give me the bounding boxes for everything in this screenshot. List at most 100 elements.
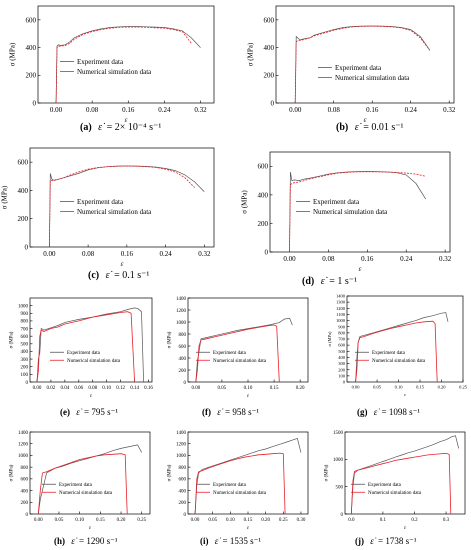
x-axis-label-f: ε (247, 394, 249, 399)
y-tick-label-f-5: 1000 (176, 321, 187, 326)
caption-e: (e) ε̇ = 795 s⁻¹ (60, 407, 118, 418)
y-tick-label-b-1: 200 (264, 72, 275, 80)
y-tick-label-g-7: 700 (338, 337, 346, 342)
y-tick-label-g-2: 200 (338, 367, 346, 372)
series-line-g-simulation (355, 320, 438, 383)
x-tick-label-h-1: 0.05 (55, 518, 64, 523)
series-line-b-simulation (294, 25, 431, 104)
y-tick-label-f-1: 200 (179, 369, 187, 374)
y-axis-label-e: σ (MPa) (10, 331, 15, 348)
x-tick-label-b-1: 0.08 (328, 106, 341, 114)
y-tick-label-h-6: 1200 (18, 442, 29, 447)
caption-rate-symbol-c: ε̇ (105, 270, 110, 281)
x-tick-label-h-4: 0.20 (117, 518, 126, 523)
x-axis-label-d: ε (359, 265, 362, 273)
caption-label-j: (j) (355, 536, 364, 546)
y-tick-label-i-4: 800 (179, 466, 187, 471)
y-tick-label-e-1: 100 (21, 373, 29, 378)
legend-label-e-1: Numerical simulation data (67, 359, 121, 364)
legend-label-g-0: Experiment data (372, 351, 406, 356)
y-tick-label-i-6: 1200 (176, 442, 187, 447)
y-tick-label-d-2: 400 (258, 191, 269, 199)
x-tick-label-i-6: 0.30 (297, 518, 306, 523)
x-tick-label-g-5: 0.25 (459, 385, 468, 390)
x-tick-label-h-0: 0.00 (34, 518, 43, 523)
y-tick-label-c-1: 200 (18, 215, 29, 223)
axes-d: 0.00 0.08 0.16 0.24 0.32 0 200 400 600 ε σ (MPa) Ex… (240, 151, 452, 273)
plot-frame-e (29, 297, 153, 383)
caption-rate-value-a: = 2× 10⁻⁴ s⁻¹ (106, 122, 162, 133)
y-tick-label-e-8: 800 (21, 320, 29, 325)
legend-label-c-1: Numerical simulation data (77, 208, 152, 216)
caption-rate-value-d: = 1 s⁻¹ (329, 276, 357, 287)
caption-rate-value-c: = 0.1 s⁻¹ (114, 270, 150, 281)
y-axis-label-j: σ (MPa) (325, 464, 330, 481)
x-axis-label-c: ε (121, 260, 124, 268)
x-tick-label-a-4: 0.32 (194, 106, 207, 114)
axes-g: 0.00 0.05 0.10 0.15 0.20 0.25 0 100200300400500… (327, 294, 468, 397)
caption-rate-value-b: = 0.01 s⁻¹ (363, 122, 404, 133)
series-line-a-experiment (55, 26, 201, 104)
axes-a: 0.00 0.08 0.16 0.24 0.32 0 200 400 600 ε σ (MPa) Ex… (8, 5, 215, 124)
x-tick-label-c-1: 0.08 (82, 250, 95, 258)
x-tick-label-f-3: 0.15 (270, 386, 279, 391)
chart-h: 0.00 0.05 0.10 0.15 0.20 0.25 0 200 400 600 800 100… (10, 431, 151, 531)
x-tick-label-d-1: 0.08 (322, 255, 335, 263)
y-tick-label-i-3: 600 (179, 478, 187, 483)
x-axis-label-j: ε (404, 526, 406, 531)
x-tick-label-f-4: 0.20 (296, 386, 305, 391)
chart-e: 0.00 0.02 0.04 0.06 0.08 0.10 0.12 0.14 0.16 0 100… (10, 297, 153, 399)
plot-frame-b (275, 5, 455, 104)
y-tick-label-d-3: 600 (258, 163, 269, 171)
y-tick-label-j-1: 500 (336, 485, 344, 490)
x-tick-label-a-1: 0.08 (86, 106, 99, 114)
caption-f: (f) ε̇ = 958 s⁻¹ (202, 407, 259, 418)
x-axis-label-g: ε (404, 392, 406, 397)
y-tick-label-d-0: 0 (265, 248, 269, 256)
y-tick-label-g-14: 1400 (336, 294, 346, 299)
x-tick-label-g-0: 0.00 (352, 385, 361, 390)
legend-label-b-1: Numerical simulation data (335, 74, 410, 82)
y-tick-label-f-2: 400 (179, 357, 187, 362)
axes-c: 0.00 0.08 0.16 0.24 0.32 0 200 400 600 ε σ (MPa) Ex… (0, 147, 215, 268)
chart-panel-a: 0.00 0.08 0.16 0.24 0.32 0 200 400 600 ε σ (MPa) Ex… (0, 0, 235, 138)
caption-rate-symbol-e: ε̇ (76, 407, 80, 417)
y-tick-label-e-6: 600 (21, 335, 29, 340)
series-line-i-simulation (194, 452, 286, 515)
x-tick-label-e-0: 0.00 (33, 386, 42, 391)
series-line-c-experiment (49, 165, 205, 248)
y-tick-label-h-5: 1000 (18, 454, 29, 459)
y-tick-label-e-5: 500 (21, 343, 29, 348)
x-axis-label-h: ε (89, 526, 91, 531)
axes-b: 0.00 0.08 0.16 0.24 0.32 0 200 400 600 ε σ (MPa) Ex… (246, 5, 456, 124)
plot-frame-d (269, 151, 451, 253)
legend-label-h-1: Numerical simulation data (59, 491, 113, 496)
legend-label-c-0: Experiment data (77, 198, 124, 206)
chart-b: 0.00 0.08 0.16 0.24 0.32 0 200 400 600 ε σ (MPa) Ex… (246, 5, 456, 124)
caption-g: (g) ε̇ = 1098 s⁻¹ (357, 407, 420, 418)
y-tick-label-e-9: 900 (21, 312, 29, 317)
y-tick-label-i-1: 200 (179, 501, 187, 506)
caption-rate-value-i: = 1535 s⁻¹ (222, 536, 262, 546)
x-tick-label-d-2: 0.16 (361, 255, 374, 263)
x-tick-label-d-4: 0.32 (439, 255, 452, 263)
y-tick-label-g-10: 1000 (336, 318, 346, 323)
series-line-e-simulation (36, 311, 135, 383)
plot-frame-i (187, 431, 309, 515)
caption-rate-symbol-i: ε̇ (214, 536, 219, 546)
x-tick-label-a-2: 0.16 (122, 106, 135, 114)
x-tick-label-e-8: 0.16 (144, 386, 153, 391)
axes-j: 0.0 0.1 0.2 0.3 0 500 1000 1500 ε σ (MPa) Experime… (325, 431, 466, 531)
x-tick-label-g-4: 0.20 (438, 385, 447, 390)
x-tick-label-b-3: 0.24 (405, 106, 418, 114)
y-tick-label-a-1: 200 (26, 72, 37, 80)
legend-label-d-1: Numerical simulation data (313, 208, 388, 216)
caption-label-a: (a) (80, 122, 92, 133)
legend-label-f-1: Numerical simulation data (213, 359, 267, 364)
x-tick-label-h-5: 0.25 (137, 518, 146, 523)
legend-label-i-0: Experiment data (213, 483, 247, 488)
y-tick-label-e-4: 400 (21, 350, 29, 355)
plot-frame-h (29, 431, 151, 515)
y-tick-label-i-0: 0 (184, 513, 187, 518)
x-tick-label-e-2: 0.04 (60, 386, 69, 391)
